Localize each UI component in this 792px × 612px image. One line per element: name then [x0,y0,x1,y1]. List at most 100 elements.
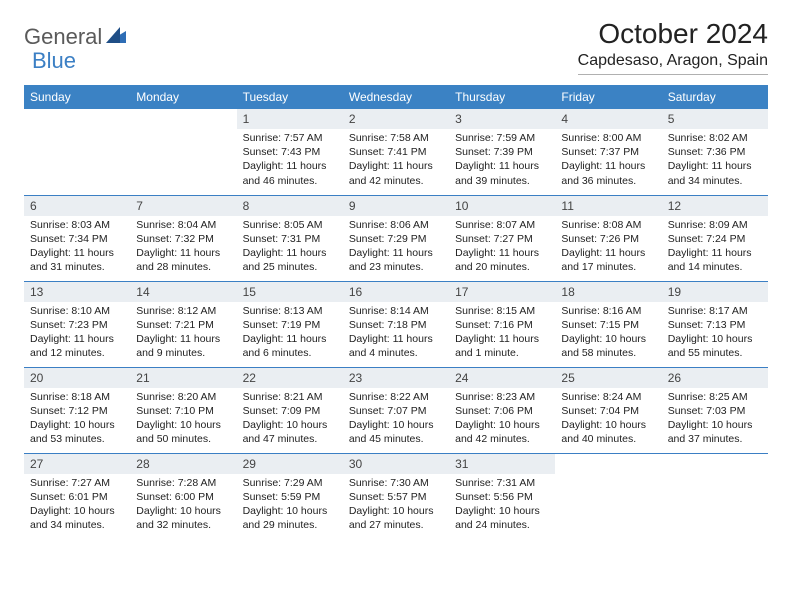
sunset-line: Sunset: 7:31 PM [243,232,337,246]
daylight-line: Daylight: 11 hours and 31 minutes. [30,246,124,274]
day-number: 8 [237,196,343,216]
calendar-cell: 29Sunrise: 7:29 AMSunset: 5:59 PMDayligh… [237,453,343,539]
day-number: 15 [237,282,343,302]
calendar-week-row: 13Sunrise: 8:10 AMSunset: 7:23 PMDayligh… [24,281,768,367]
sunrise-line: Sunrise: 8:03 AM [30,218,124,232]
sunrise-line: Sunrise: 8:05 AM [243,218,337,232]
calendar-cell: 27Sunrise: 7:27 AMSunset: 6:01 PMDayligh… [24,453,130,539]
sunset-line: Sunset: 7:36 PM [668,145,762,159]
sunset-line: Sunset: 7:26 PM [561,232,655,246]
day-details: Sunrise: 8:17 AMSunset: 7:13 PMDaylight:… [662,302,768,365]
sunset-line: Sunset: 7:39 PM [455,145,549,159]
day-details: Sunrise: 8:04 AMSunset: 7:32 PMDaylight:… [130,216,236,279]
daylight-line: Daylight: 11 hours and 23 minutes. [349,246,443,274]
sunset-line: Sunset: 7:12 PM [30,404,124,418]
day-details: Sunrise: 7:57 AMSunset: 7:43 PMDaylight:… [237,129,343,192]
sunrise-line: Sunrise: 8:08 AM [561,218,655,232]
calendar-cell: 18Sunrise: 8:16 AMSunset: 7:15 PMDayligh… [555,281,661,367]
daylight-line: Daylight: 10 hours and 55 minutes. [668,332,762,360]
calendar-cell: 19Sunrise: 8:17 AMSunset: 7:13 PMDayligh… [662,281,768,367]
day-number: 5 [662,109,768,129]
day-number: 7 [130,196,236,216]
sunset-line: Sunset: 7:15 PM [561,318,655,332]
daylight-line: Daylight: 11 hours and 36 minutes. [561,159,655,187]
daylight-line: Daylight: 11 hours and 20 minutes. [455,246,549,274]
daylight-line: Daylight: 11 hours and 14 minutes. [668,246,762,274]
day-number: 30 [343,454,449,474]
title-block: October 2024 Capdesaso, Aragon, Spain [578,18,768,75]
day-details: Sunrise: 8:10 AMSunset: 7:23 PMDaylight:… [24,302,130,365]
day-number: 25 [555,368,661,388]
calendar-cell: 11Sunrise: 8:08 AMSunset: 7:26 PMDayligh… [555,195,661,281]
sunrise-line: Sunrise: 8:09 AM [668,218,762,232]
calendar-cell: 28Sunrise: 7:28 AMSunset: 6:00 PMDayligh… [130,453,236,539]
sunset-line: Sunset: 7:27 PM [455,232,549,246]
daylight-line: Daylight: 11 hours and 1 minute. [455,332,549,360]
calendar-cell [24,109,130,195]
sunrise-line: Sunrise: 8:06 AM [349,218,443,232]
sunset-line: Sunset: 7:13 PM [668,318,762,332]
brand-logo: General [24,18,128,50]
brand-part1: General [24,24,102,50]
calendar-cell: 1Sunrise: 7:57 AMSunset: 7:43 PMDaylight… [237,109,343,195]
calendar-cell: 2Sunrise: 7:58 AMSunset: 7:41 PMDaylight… [343,109,449,195]
calendar-week-row: 6Sunrise: 8:03 AMSunset: 7:34 PMDaylight… [24,195,768,281]
sunset-line: Sunset: 5:57 PM [349,490,443,504]
day-number: 28 [130,454,236,474]
weekday-header-row: SundayMondayTuesdayWednesdayThursdayFrid… [24,85,768,109]
day-details: Sunrise: 7:31 AMSunset: 5:56 PMDaylight:… [449,474,555,537]
daylight-line: Daylight: 11 hours and 17 minutes. [561,246,655,274]
day-number: 19 [662,282,768,302]
sunrise-line: Sunrise: 8:12 AM [136,304,230,318]
sunrise-line: Sunrise: 8:24 AM [561,390,655,404]
sunrise-line: Sunrise: 8:04 AM [136,218,230,232]
day-details: Sunrise: 8:15 AMSunset: 7:16 PMDaylight:… [449,302,555,365]
month-title: October 2024 [578,18,768,50]
weekday-header: Thursday [449,85,555,109]
day-details: Sunrise: 8:08 AMSunset: 7:26 PMDaylight:… [555,216,661,279]
day-details: Sunrise: 8:09 AMSunset: 7:24 PMDaylight:… [662,216,768,279]
day-details: Sunrise: 8:23 AMSunset: 7:06 PMDaylight:… [449,388,555,451]
calendar-cell: 22Sunrise: 8:21 AMSunset: 7:09 PMDayligh… [237,367,343,453]
sunset-line: Sunset: 7:21 PM [136,318,230,332]
weekday-header: Wednesday [343,85,449,109]
daylight-line: Daylight: 10 hours and 29 minutes. [243,504,337,532]
daylight-line: Daylight: 10 hours and 40 minutes. [561,418,655,446]
sunrise-line: Sunrise: 8:14 AM [349,304,443,318]
daylight-line: Daylight: 11 hours and 28 minutes. [136,246,230,274]
day-details: Sunrise: 7:58 AMSunset: 7:41 PMDaylight:… [343,129,449,192]
daylight-line: Daylight: 11 hours and 6 minutes. [243,332,337,360]
day-details: Sunrise: 8:13 AMSunset: 7:19 PMDaylight:… [237,302,343,365]
sunset-line: Sunset: 7:09 PM [243,404,337,418]
sunrise-line: Sunrise: 8:07 AM [455,218,549,232]
day-number: 20 [24,368,130,388]
calendar-cell [662,453,768,539]
day-details: Sunrise: 8:05 AMSunset: 7:31 PMDaylight:… [237,216,343,279]
calendar-cell: 20Sunrise: 8:18 AMSunset: 7:12 PMDayligh… [24,367,130,453]
calendar-cell: 9Sunrise: 8:06 AMSunset: 7:29 PMDaylight… [343,195,449,281]
day-number: 9 [343,196,449,216]
sunset-line: Sunset: 7:23 PM [30,318,124,332]
sunset-line: Sunset: 5:56 PM [455,490,549,504]
day-details: Sunrise: 7:29 AMSunset: 5:59 PMDaylight:… [237,474,343,537]
sunrise-line: Sunrise: 7:30 AM [349,476,443,490]
calendar-cell: 30Sunrise: 7:30 AMSunset: 5:57 PMDayligh… [343,453,449,539]
day-details: Sunrise: 8:18 AMSunset: 7:12 PMDaylight:… [24,388,130,451]
sunrise-line: Sunrise: 7:59 AM [455,131,549,145]
sunrise-line: Sunrise: 8:02 AM [668,131,762,145]
day-number: 4 [555,109,661,129]
daylight-line: Daylight: 10 hours and 53 minutes. [30,418,124,446]
daylight-line: Daylight: 11 hours and 4 minutes. [349,332,443,360]
daylight-line: Daylight: 10 hours and 47 minutes. [243,418,337,446]
daylight-line: Daylight: 11 hours and 34 minutes. [668,159,762,187]
daylight-line: Daylight: 11 hours and 9 minutes. [136,332,230,360]
daylight-line: Daylight: 10 hours and 37 minutes. [668,418,762,446]
daylight-line: Daylight: 10 hours and 45 minutes. [349,418,443,446]
daylight-line: Daylight: 11 hours and 12 minutes. [30,332,124,360]
day-number: 1 [237,109,343,129]
daylight-line: Daylight: 10 hours and 42 minutes. [455,418,549,446]
calendar-cell: 31Sunrise: 7:31 AMSunset: 5:56 PMDayligh… [449,453,555,539]
calendar-cell: 25Sunrise: 8:24 AMSunset: 7:04 PMDayligh… [555,367,661,453]
calendar-cell: 7Sunrise: 8:04 AMSunset: 7:32 PMDaylight… [130,195,236,281]
weekday-header: Saturday [662,85,768,109]
